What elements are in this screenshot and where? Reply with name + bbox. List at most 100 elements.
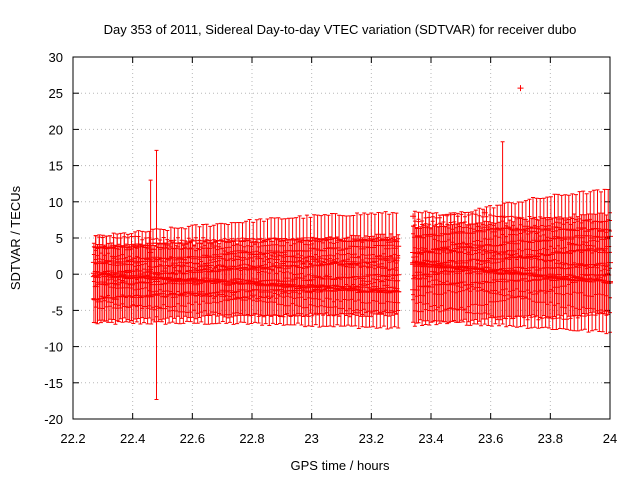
error-bar-point	[556, 216, 563, 319]
error-bar-point	[436, 217, 443, 255]
error-bar-point	[515, 201, 522, 258]
error-bar-point	[178, 227, 185, 259]
error-bar-point	[373, 233, 380, 258]
error-bar-point	[90, 242, 97, 282]
error-bar-point	[225, 224, 232, 261]
error-bar-point	[454, 212, 461, 254]
error-bar-point	[359, 237, 366, 261]
error-bar-point	[393, 212, 400, 271]
error-bar-point	[440, 214, 447, 253]
error-bar-point	[428, 228, 434, 278]
error-bar-point	[395, 234, 402, 259]
error-bar-point	[429, 212, 436, 312]
error-bar-point	[522, 200, 529, 258]
error-bar-point	[130, 243, 137, 279]
plot-frame	[72, 56, 611, 420]
error-bar-point	[252, 242, 258, 267]
error-bar-point	[513, 227, 520, 260]
error-bar-point	[329, 213, 335, 263]
error-bar-point	[524, 225, 531, 258]
error-bar-point	[551, 193, 558, 261]
error-bar-point	[453, 227, 460, 270]
error-bar-point	[368, 212, 375, 268]
x-tick-label: 22.2	[60, 431, 85, 446]
error-bar-point	[345, 236, 352, 260]
error-bar-point	[259, 241, 266, 266]
y-tick-label: 30	[49, 50, 63, 65]
error-bar-point	[429, 216, 436, 253]
error-bar-point	[379, 212, 386, 269]
error-bar-point	[375, 212, 382, 268]
error-bar-point	[505, 201, 511, 255]
error-bar-point	[121, 232, 128, 260]
error-bar-point	[323, 237, 330, 260]
error-bar-point	[257, 218, 264, 259]
error-bar-point	[371, 213, 378, 270]
error-bar-point	[488, 222, 495, 317]
y-tick-label: -20	[44, 412, 63, 427]
error-bar-point	[348, 234, 355, 258]
error-bar-point	[556, 222, 563, 253]
error-bar-point	[124, 233, 131, 261]
error-bar-point	[533, 197, 540, 259]
error-bar-point	[302, 239, 309, 263]
error-bar-point	[361, 212, 368, 267]
error-bar-point	[589, 213, 596, 316]
error-bar-point	[517, 218, 524, 317]
error-bar-point	[592, 213, 599, 316]
error-bar-point	[451, 212, 458, 252]
error-bar-point	[605, 189, 612, 271]
error-bar-point	[110, 232, 117, 259]
error-bar-point	[540, 197, 547, 261]
error-bar-point	[569, 193, 576, 266]
y-tick-label: -10	[44, 340, 63, 355]
error-bar-point	[101, 244, 108, 283]
error-bar-point	[296, 215, 303, 262]
error-bar-point	[539, 225, 545, 256]
error-bar-point	[167, 226, 174, 258]
error-bar-point	[209, 243, 215, 271]
error-bar-point	[192, 224, 199, 258]
error-bar-point	[196, 226, 203, 260]
error-bar-point	[189, 224, 196, 258]
error-bar-point	[160, 229, 167, 259]
error-bar-point	[496, 221, 502, 318]
error-bar-point	[555, 193, 562, 262]
error-bar-point	[422, 217, 429, 253]
error-bar-point	[146, 230, 153, 260]
error-bar-point	[571, 222, 578, 253]
error-bar-point	[203, 223, 210, 258]
error-bar-point	[250, 221, 257, 262]
error-bar-point	[216, 243, 223, 270]
error-bar-point	[339, 215, 346, 267]
error-bar-point	[422, 210, 429, 311]
error-bar-point	[126, 244, 133, 280]
error-bar-point	[444, 213, 451, 311]
error-bar-point	[469, 211, 476, 256]
error-bar-point	[332, 213, 339, 264]
error-bar-point	[492, 222, 499, 318]
error-bar-point	[581, 220, 588, 251]
error-bar-point	[264, 218, 271, 261]
y-tick-label: 5	[56, 231, 63, 246]
error-bar-point	[508, 202, 515, 256]
error-bar-point	[166, 243, 173, 275]
error-bar-point	[465, 211, 472, 255]
x-tick-label: 23.6	[478, 431, 503, 446]
error-bar-point	[234, 243, 241, 269]
error-bar-point	[269, 240, 276, 265]
error-bar-point	[391, 236, 398, 261]
error-bar-point	[481, 209, 488, 216]
error-bar-point	[354, 212, 360, 266]
error-bar-point	[411, 210, 418, 312]
error-bar-point	[471, 223, 477, 315]
error-bar-point	[544, 196, 551, 261]
error-bar-point	[289, 217, 296, 263]
y-tick-label: 15	[49, 159, 63, 174]
error-bar-point	[410, 213, 417, 220]
error-bar-point	[92, 235, 99, 260]
error-bar-point	[382, 211, 389, 268]
error-bar-point	[282, 218, 289, 262]
error-bar-point	[321, 214, 328, 263]
error-bar-point	[526, 198, 533, 258]
